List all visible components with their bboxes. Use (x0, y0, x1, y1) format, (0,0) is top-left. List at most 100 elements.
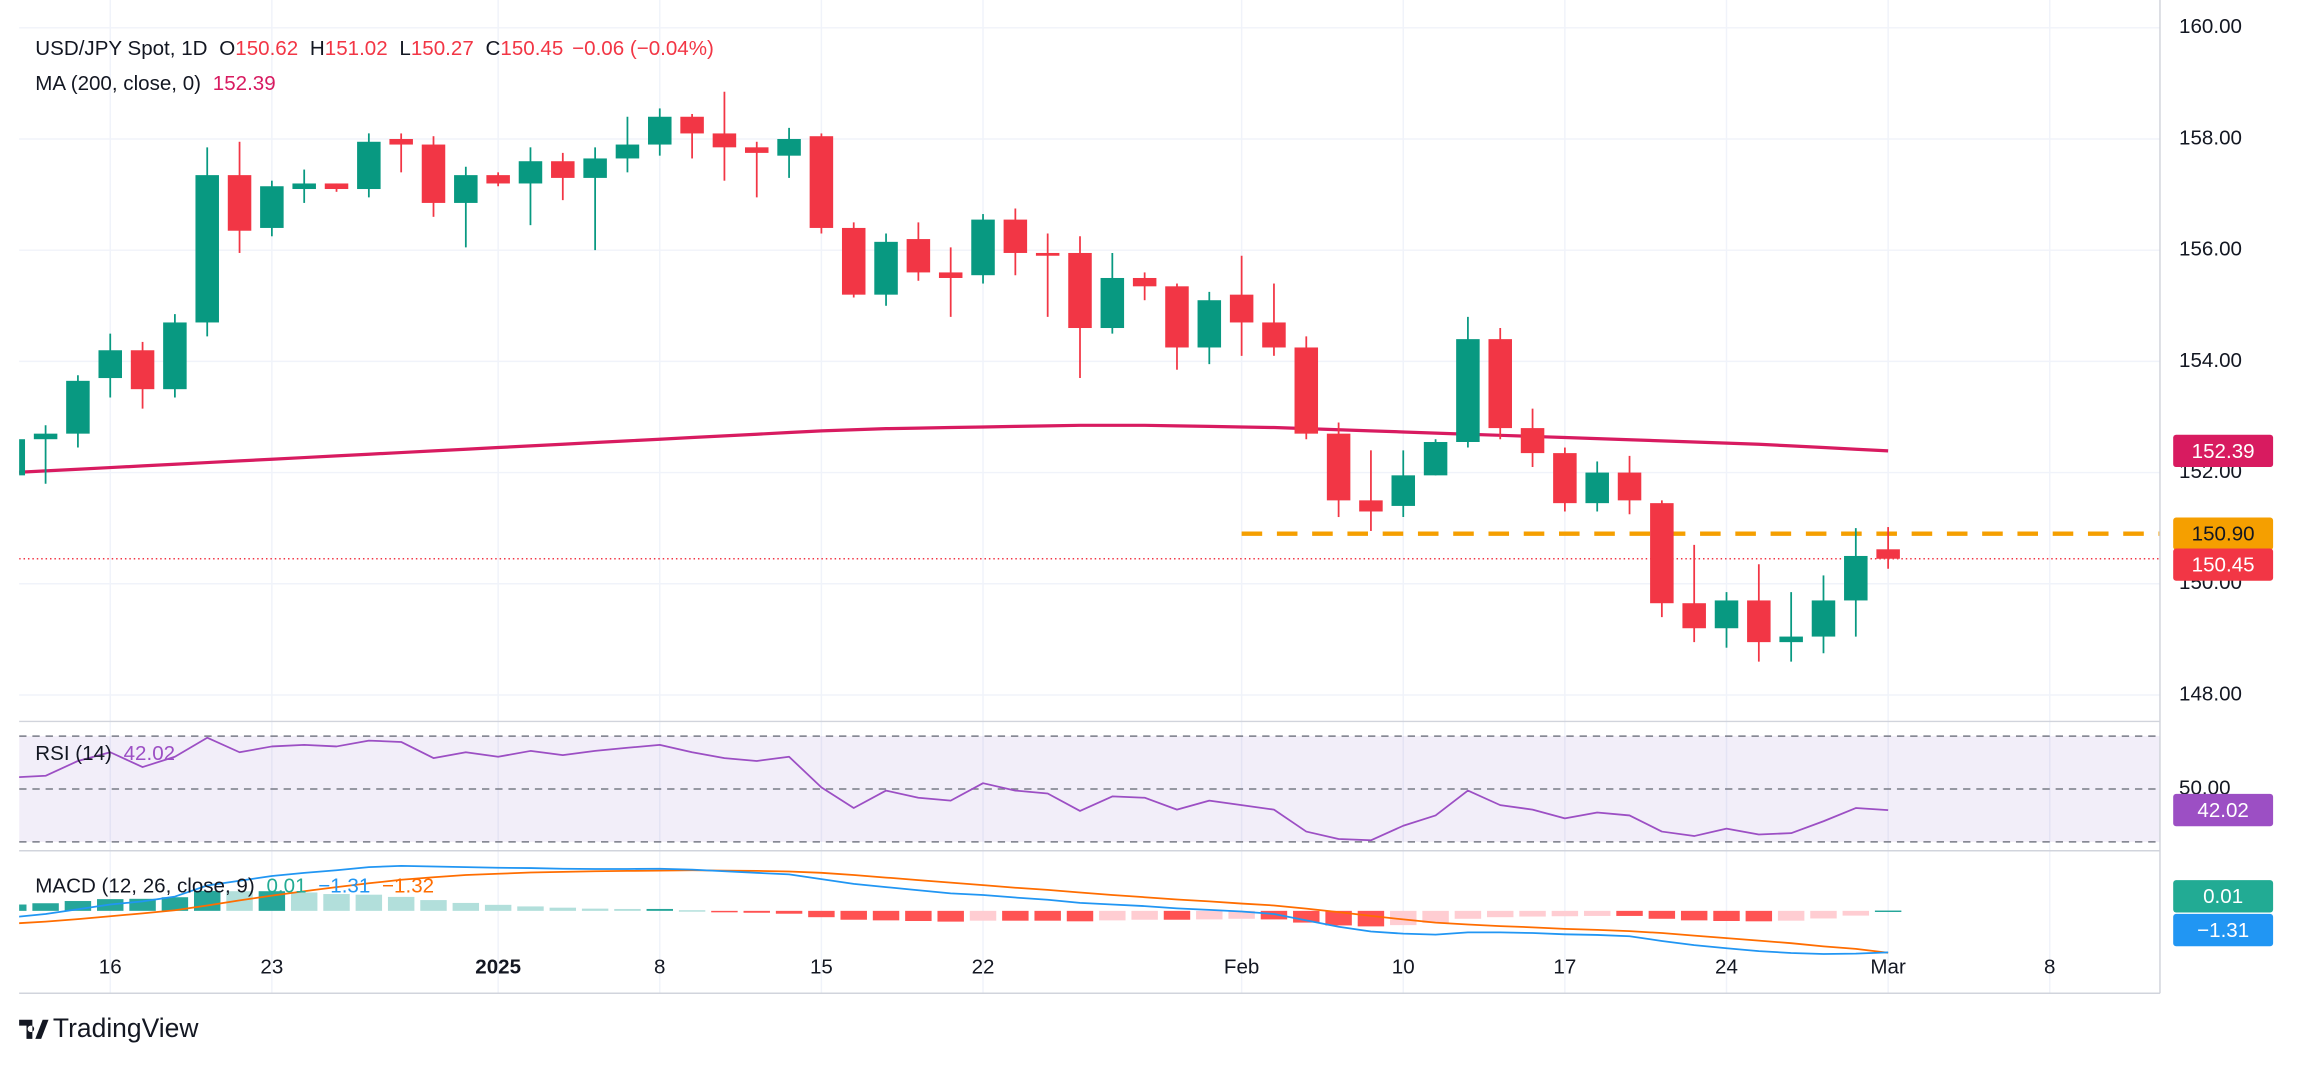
macd-histogram-bar (355, 894, 383, 911)
price-tags: 152.39 150.90 150.45 42.02 0.01 −1.31 (2173, 434, 2274, 947)
ma-line (19, 423, 1889, 474)
candle-body (777, 138, 801, 156)
price-tag-label: 42.02 (2197, 799, 2248, 822)
y-tick-label: 154.00 (2179, 349, 2242, 372)
macd-histogram-bar (808, 910, 835, 918)
macd-histogram-bar (161, 897, 189, 911)
legend-item: 150.45 (500, 37, 563, 60)
candle-body (1456, 339, 1480, 442)
x-tick-label: 22 (972, 956, 995, 979)
candle-body (1262, 322, 1286, 348)
macd-histogram-bar (1390, 910, 1417, 926)
candle-body (1035, 252, 1060, 256)
macd-histogram-bar (1551, 910, 1579, 917)
candle-body (1003, 219, 1028, 253)
candle-body (1100, 277, 1125, 329)
candle-body (1068, 252, 1092, 329)
macd-histogram-bar (581, 908, 609, 911)
legends: USD/JPY Spot, 1D O150.62 H151.02 L150.27 C15… (35, 37, 714, 898)
candle-body (841, 227, 866, 295)
candle-body (389, 138, 413, 145)
candle-body (648, 116, 672, 145)
y-tick-label: 160.00 (2179, 15, 2242, 38)
legend-item: 151.02 (325, 37, 388, 60)
macd-histogram-bar (937, 910, 964, 922)
legend-item: H (310, 37, 325, 60)
candle-body (292, 183, 316, 190)
legend-item: 150.27 (411, 37, 474, 60)
macd-histogram-bar (1777, 910, 1805, 921)
x-tick-label: 2025 (475, 956, 521, 979)
macd-histogram-bar (743, 910, 770, 913)
macd-histogram-bar (614, 908, 641, 911)
candle-body (1229, 294, 1254, 323)
candle-body (1132, 277, 1157, 287)
candle-body (33, 433, 58, 440)
macd-histogram-bar (1454, 910, 1482, 919)
candle-body (938, 272, 963, 278)
candle-body (421, 144, 446, 203)
candle-body (163, 322, 187, 390)
price-tag (2173, 880, 2274, 913)
macd-histogram-bar (1325, 910, 1352, 926)
price-tag (2173, 548, 2274, 581)
candle-body (227, 175, 252, 231)
legend-item: RSI (14) (35, 743, 112, 766)
legend-item: C (486, 37, 501, 60)
macd-histogram-bar (64, 901, 92, 911)
price-tag-label: 0.01 (2203, 885, 2243, 908)
y-tick-label: 158.00 (2179, 126, 2242, 149)
macd-histogram-bar (1196, 910, 1223, 920)
macd-histogram-bar (1002, 910, 1029, 921)
macd-histogram-bar (840, 910, 867, 920)
macd-histogram-bar (549, 907, 577, 911)
candle-body (324, 183, 349, 190)
x-tick-label: 8 (2044, 956, 2055, 979)
macd-histogram-bar (1874, 910, 1902, 913)
macd-histogram-bar (1260, 910, 1288, 920)
candle-body (195, 175, 219, 323)
macd-histogram-bar (323, 894, 350, 911)
legend-item: 0.01 (266, 875, 306, 898)
macd-histogram-bar (19, 904, 27, 911)
macd-histogram-bar (1293, 910, 1320, 923)
legend-item: L (399, 37, 410, 60)
macd-histogram-bar (1066, 910, 1094, 922)
brand-logo (19, 1019, 49, 1039)
macd-histogram-bar (775, 910, 803, 914)
candle-body (1488, 339, 1512, 429)
signal-line (19, 869, 1889, 954)
macd-histogram-bar (452, 902, 480, 911)
candle-body (1682, 603, 1706, 629)
candle-body (1650, 503, 1674, 604)
price-tag-label: 150.45 (2192, 554, 2255, 577)
macd-histogram-bar (1648, 910, 1676, 919)
brand: TradingView (19, 1013, 199, 1043)
candle-body (1520, 428, 1545, 454)
x-tick-label: Feb (1224, 956, 1259, 979)
candle-body (1617, 472, 1642, 501)
macd-histogram-bar (678, 910, 706, 912)
macd-histogram-bar (1616, 910, 1643, 916)
macd-histogram-bar (290, 892, 318, 911)
macd-pane (19, 864, 1902, 955)
price-tag (2173, 913, 2274, 947)
price-tag (2173, 434, 2274, 468)
candle-body (518, 161, 543, 184)
price-tag-label: 152.39 (2192, 440, 2255, 463)
y-tick-label: 148.00 (2179, 682, 2242, 705)
rsi-line (19, 736, 1889, 842)
candle-body (357, 141, 381, 190)
macd-histogram-bar (1745, 910, 1773, 922)
macd-histogram-bar (1583, 910, 1611, 916)
candle-body (1747, 600, 1771, 643)
price-tag-label: −1.31 (2197, 919, 2249, 942)
legend-text: RSI (14) 42.02 (35, 743, 175, 766)
candle-body (744, 147, 769, 153)
legend-item: 150.62 (235, 37, 298, 60)
macd-histogram-bar (1810, 910, 1837, 919)
x-tick-label: Mar (1870, 956, 1906, 979)
rsi-band (19, 736, 2160, 842)
candle-body (66, 380, 90, 434)
